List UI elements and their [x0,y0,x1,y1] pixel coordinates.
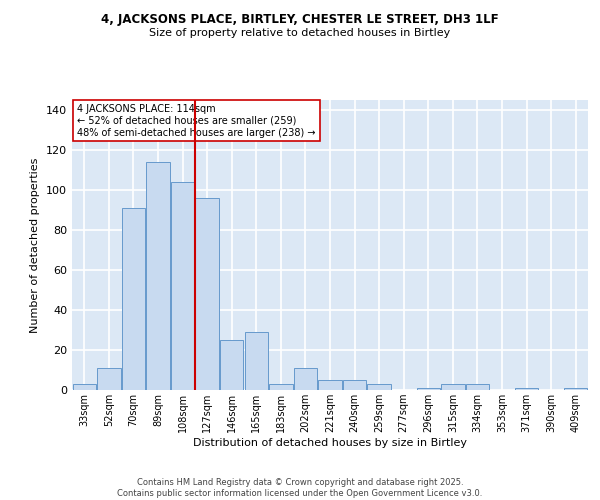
Bar [269,384,293,390]
Text: 4 JACKSONS PLACE: 114sqm
← 52% of detached houses are smaller (259)
48% of semi-: 4 JACKSONS PLACE: 114sqm ← 52% of detach… [77,104,316,138]
Bar [146,162,170,390]
Bar [416,388,440,390]
Bar [245,332,268,390]
Bar [220,340,244,390]
Bar [441,384,464,390]
Bar [294,368,317,390]
Bar [122,208,145,390]
Bar [466,384,489,390]
Bar [319,380,341,390]
Y-axis label: Number of detached properties: Number of detached properties [31,158,40,332]
Text: Contains HM Land Registry data © Crown copyright and database right 2025.
Contai: Contains HM Land Registry data © Crown c… [118,478,482,498]
Bar [564,388,587,390]
Bar [515,388,538,390]
Bar [343,380,366,390]
Text: Size of property relative to detached houses in Birtley: Size of property relative to detached ho… [149,28,451,38]
Bar [97,368,121,390]
X-axis label: Distribution of detached houses by size in Birtley: Distribution of detached houses by size … [193,438,467,448]
Bar [73,384,96,390]
Bar [171,182,194,390]
Text: 4, JACKSONS PLACE, BIRTLEY, CHESTER LE STREET, DH3 1LF: 4, JACKSONS PLACE, BIRTLEY, CHESTER LE S… [101,12,499,26]
Bar [196,198,219,390]
Bar [367,384,391,390]
